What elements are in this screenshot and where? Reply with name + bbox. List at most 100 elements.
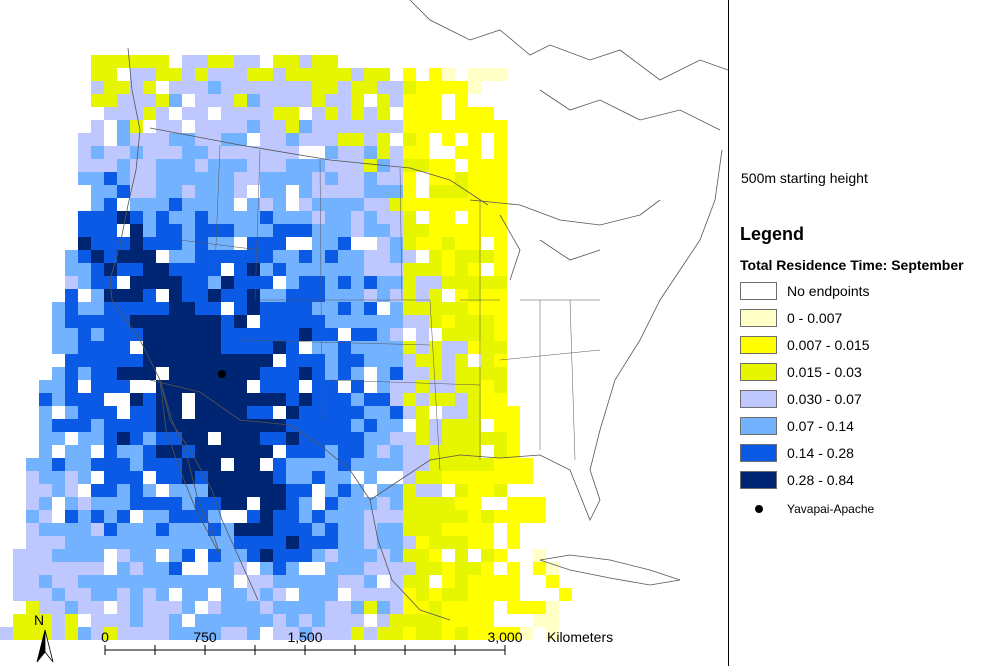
grid-cell	[416, 237, 429, 250]
grid-cell	[481, 484, 494, 497]
grid-cell	[195, 120, 208, 133]
grid-cell	[403, 68, 416, 81]
grid-cell	[468, 172, 481, 185]
grid-cell	[78, 315, 91, 328]
grid-cell	[377, 328, 390, 341]
grid-cell	[221, 380, 234, 393]
grid-cell	[481, 614, 494, 627]
grid-cell	[338, 510, 351, 523]
grid-cell	[65, 393, 78, 406]
grid-cell	[78, 133, 91, 146]
grid-cell	[351, 302, 364, 315]
grid-cell	[117, 55, 130, 68]
grid-cell	[273, 133, 286, 146]
grid-cell	[169, 354, 182, 367]
map-panel[interactable]: 0 750 1,500 3,000 Kilometers N	[0, 0, 729, 666]
grid-cell	[260, 94, 273, 107]
grid-cell	[208, 627, 221, 640]
grid-cell	[91, 328, 104, 341]
grid-cell	[78, 224, 91, 237]
grid-cell	[260, 172, 273, 185]
grid-cell	[416, 133, 429, 146]
grid-cell	[78, 276, 91, 289]
grid-cell	[104, 159, 117, 172]
grid-cell	[65, 419, 78, 432]
grid-cell	[429, 354, 442, 367]
grid-cell	[273, 497, 286, 510]
grid-cell	[442, 432, 455, 445]
grid-cell	[169, 68, 182, 81]
grid-cell	[208, 81, 221, 94]
grid-cell	[156, 172, 169, 185]
grid-cell	[247, 211, 260, 224]
grid-cell	[299, 432, 312, 445]
grid-cell	[286, 367, 299, 380]
grid-cell	[52, 523, 65, 536]
grid-cell	[195, 575, 208, 588]
grid-cell	[195, 276, 208, 289]
grid-cell	[468, 341, 481, 354]
grid-cell	[260, 107, 273, 120]
grid-cell	[156, 497, 169, 510]
grid-cell	[299, 302, 312, 315]
grid-cell	[455, 81, 468, 94]
grid-cell	[52, 458, 65, 471]
grid-cell	[429, 484, 442, 497]
grid-cell	[351, 341, 364, 354]
grid-cell	[416, 601, 429, 614]
grid-cell	[65, 263, 78, 276]
grid-cell	[299, 471, 312, 484]
grid-cell	[351, 172, 364, 185]
residence-time-map[interactable]: 0 750 1,500 3,000 Kilometers N	[0, 0, 728, 666]
grid-cell	[234, 146, 247, 159]
grid-cell	[78, 419, 91, 432]
grid-cell	[364, 575, 377, 588]
grid-cell	[390, 250, 403, 263]
grid-cell	[273, 81, 286, 94]
grid-cell	[130, 601, 143, 614]
grid-cell	[286, 406, 299, 419]
grid-cell	[390, 159, 403, 172]
grid-cell	[455, 107, 468, 120]
grid-cell	[312, 601, 325, 614]
grid-cell	[338, 354, 351, 367]
grid-cell	[91, 302, 104, 315]
grid-cell	[494, 276, 507, 289]
grid-cell	[65, 523, 78, 536]
grid-cell	[247, 224, 260, 237]
site-marker[interactable]	[218, 370, 226, 378]
grid-cell	[260, 549, 273, 562]
grid-cell	[260, 315, 273, 328]
grid-cell	[286, 614, 299, 627]
grid-cell	[91, 224, 104, 237]
grid-cell	[455, 185, 468, 198]
grid-cell	[195, 614, 208, 627]
grid-cell	[494, 68, 507, 81]
grid-cell	[429, 263, 442, 276]
grid-cell	[481, 120, 494, 133]
grid-cell	[26, 484, 39, 497]
grid-cell	[286, 562, 299, 575]
grid-cell	[26, 614, 39, 627]
grid-cell	[403, 133, 416, 146]
grid-cell	[442, 133, 455, 146]
grid-cell	[130, 315, 143, 328]
grid-cell	[143, 172, 156, 185]
grid-cell	[312, 627, 325, 640]
grid-cell	[65, 614, 78, 627]
grid-cell	[377, 224, 390, 237]
grid-cell	[26, 510, 39, 523]
grid-cell	[234, 328, 247, 341]
grid-cell	[312, 614, 325, 627]
grid-cell	[104, 523, 117, 536]
grid-cell	[312, 185, 325, 198]
grid-cell	[403, 562, 416, 575]
grid-cell	[182, 250, 195, 263]
grid-cell	[182, 302, 195, 315]
grid-cell	[468, 484, 481, 497]
grid-cell	[416, 588, 429, 601]
grid-cell	[286, 458, 299, 471]
grid-cell	[65, 601, 78, 614]
grid-cell	[494, 263, 507, 276]
grid-cell	[377, 146, 390, 159]
